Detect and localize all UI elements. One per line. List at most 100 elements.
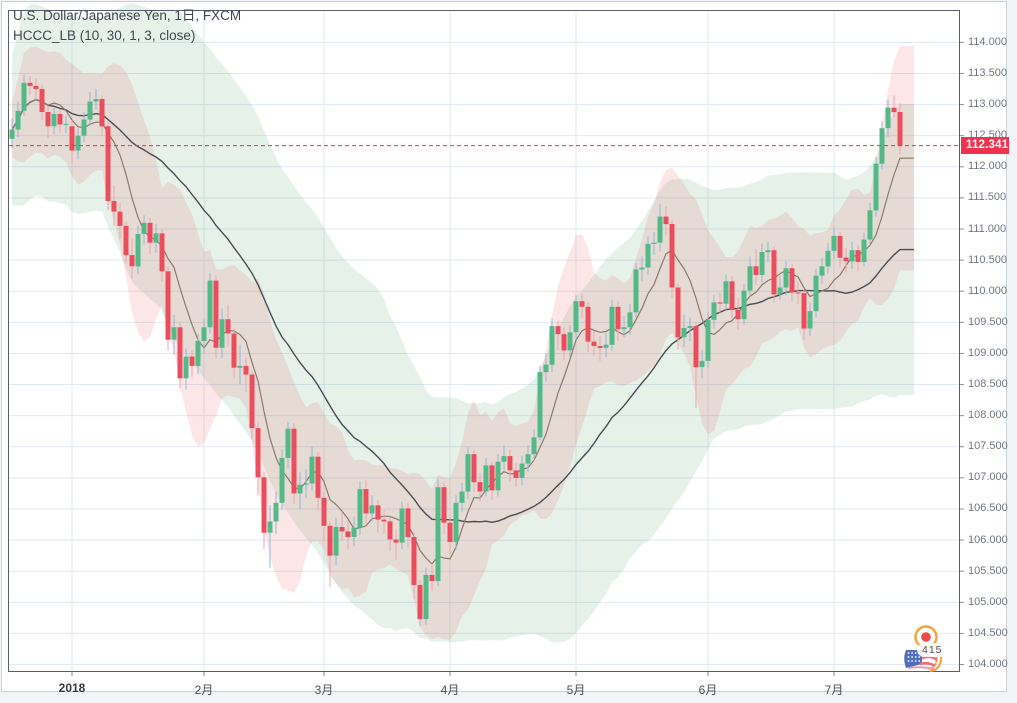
candle[interactable]: [279, 449, 285, 511]
candle[interactable]: [837, 231, 843, 268]
candle[interactable]: [723, 274, 729, 310]
candle[interactable]: [225, 304, 231, 347]
candle[interactable]: [33, 78, 39, 100]
candle[interactable]: [117, 202, 123, 239]
candle[interactable]: [351, 516, 357, 547]
candle[interactable]: [519, 455, 525, 486]
candle[interactable]: [501, 445, 507, 471]
candle[interactable]: [789, 263, 795, 302]
candle[interactable]: [75, 128, 81, 160]
visitor-counter-badge[interactable]: 415: [917, 643, 948, 657]
candle[interactable]: [549, 318, 555, 373]
candle[interactable]: [477, 472, 483, 502]
candle[interactable]: [831, 226, 837, 259]
candle[interactable]: [645, 236, 651, 276]
candle[interactable]: [507, 449, 513, 482]
candle[interactable]: [327, 521, 333, 587]
candle[interactable]: [801, 290, 807, 340]
candle[interactable]: [471, 450, 477, 492]
candle[interactable]: [639, 256, 645, 282]
candle[interactable]: [345, 520, 351, 550]
candle[interactable]: [489, 461, 495, 501]
candle[interactable]: [405, 502, 411, 548]
candle[interactable]: [783, 261, 789, 295]
candle[interactable]: [297, 471, 303, 509]
candle[interactable]: [243, 357, 249, 392]
candle[interactable]: [63, 115, 69, 134]
candle[interactable]: [141, 215, 147, 245]
candle[interactable]: [165, 266, 171, 351]
candle[interactable]: [861, 232, 867, 267]
candle[interactable]: [603, 333, 609, 358]
candle[interactable]: [555, 321, 561, 351]
candle[interactable]: [891, 95, 897, 117]
candle[interactable]: [201, 319, 207, 354]
candle[interactable]: [69, 120, 75, 164]
candle[interactable]: [399, 501, 405, 550]
candle[interactable]: [807, 302, 813, 336]
candle[interactable]: [513, 462, 519, 487]
candle[interactable]: [381, 510, 387, 534]
candle[interactable]: [357, 481, 363, 536]
candle[interactable]: [621, 316, 627, 338]
candle[interactable]: [39, 84, 45, 121]
candle[interactable]: [585, 302, 591, 353]
candle[interactable]: [57, 109, 63, 133]
candle[interactable]: [459, 482, 465, 513]
candle[interactable]: [825, 242, 831, 274]
candle[interactable]: [237, 344, 243, 385]
candle[interactable]: [387, 516, 393, 552]
candle[interactable]: [123, 221, 129, 264]
candle[interactable]: [285, 421, 291, 469]
candle[interactable]: [189, 350, 195, 378]
candle[interactable]: [573, 295, 579, 340]
candle[interactable]: [495, 454, 501, 497]
legend-indicator-row[interactable]: HCCC_LB (10, 30, 1, 3, close): [13, 28, 196, 43]
candle[interactable]: [177, 322, 183, 389]
candle[interactable]: [759, 243, 765, 283]
candle[interactable]: [813, 268, 819, 318]
candle[interactable]: [765, 241, 771, 263]
candle[interactable]: [51, 107, 57, 135]
candle[interactable]: [663, 206, 669, 236]
candle[interactable]: [753, 248, 759, 285]
candle[interactable]: [741, 283, 747, 325]
candle[interactable]: [309, 446, 315, 491]
candle[interactable]: [771, 246, 777, 303]
candle[interactable]: [429, 563, 435, 592]
candle[interactable]: [525, 445, 531, 472]
candle[interactable]: [567, 324, 573, 358]
candle[interactable]: [87, 92, 93, 126]
candle[interactable]: [681, 314, 687, 348]
candle[interactable]: [447, 515, 453, 554]
candle[interactable]: [81, 112, 87, 142]
candle[interactable]: [747, 256, 753, 297]
candle[interactable]: [615, 301, 621, 341]
price-axis[interactable]: 114.000 113.500 113.000 112.500 112.000 111.5…: [960, 0, 1017, 703]
candle[interactable]: [213, 275, 219, 359]
candle[interactable]: [543, 353, 549, 382]
candle[interactable]: [633, 262, 639, 318]
candle[interactable]: [591, 331, 597, 356]
candle[interactable]: [465, 447, 471, 499]
candle[interactable]: [579, 293, 585, 319]
candle[interactable]: [27, 76, 33, 96]
candle[interactable]: [99, 95, 105, 136]
candle[interactable]: [105, 122, 111, 211]
candle[interactable]: [159, 229, 165, 282]
candle[interactable]: [135, 225, 141, 274]
candle[interactable]: [207, 273, 213, 334]
candle[interactable]: [819, 257, 825, 284]
time-axis[interactable]: 2018 2月 3月 4月 5月 6月 7月: [0, 672, 1017, 703]
candle[interactable]: [21, 74, 27, 116]
candle[interactable]: [657, 204, 663, 252]
candle[interactable]: [111, 185, 117, 226]
candle[interactable]: [717, 292, 723, 314]
candle[interactable]: [627, 303, 633, 335]
candle[interactable]: [705, 312, 711, 369]
candle[interactable]: [15, 101, 21, 137]
candle[interactable]: [267, 505, 273, 569]
candle[interactable]: [171, 314, 177, 355]
candle[interactable]: [777, 276, 783, 300]
